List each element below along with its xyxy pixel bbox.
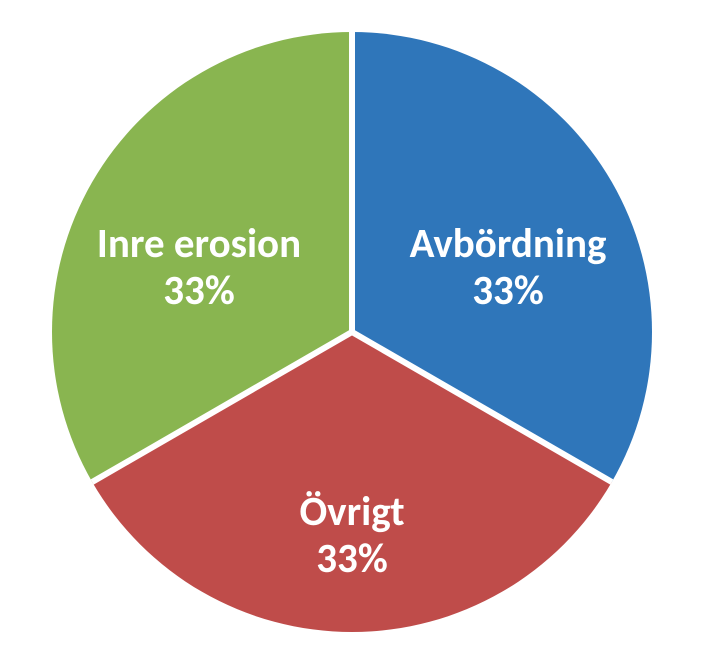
pie-label-text: Övrigt bbox=[299, 489, 404, 536]
pie-label-avbordning: Avbördning33% bbox=[410, 221, 607, 315]
pie-chart: Avbördning33%Övrigt33%Inre erosion33% bbox=[0, 0, 704, 665]
pie-label-inre-erosion: Inre erosion33% bbox=[97, 221, 301, 315]
pie-label-text: Avbördning bbox=[410, 221, 607, 268]
pie-label-ovrigt: Övrigt33% bbox=[299, 489, 404, 583]
pie-label-percent: 33% bbox=[299, 536, 404, 583]
pie-label-percent: 33% bbox=[410, 268, 607, 315]
pie-label-percent: 33% bbox=[97, 268, 301, 315]
pie-label-text: Inre erosion bbox=[97, 221, 301, 268]
